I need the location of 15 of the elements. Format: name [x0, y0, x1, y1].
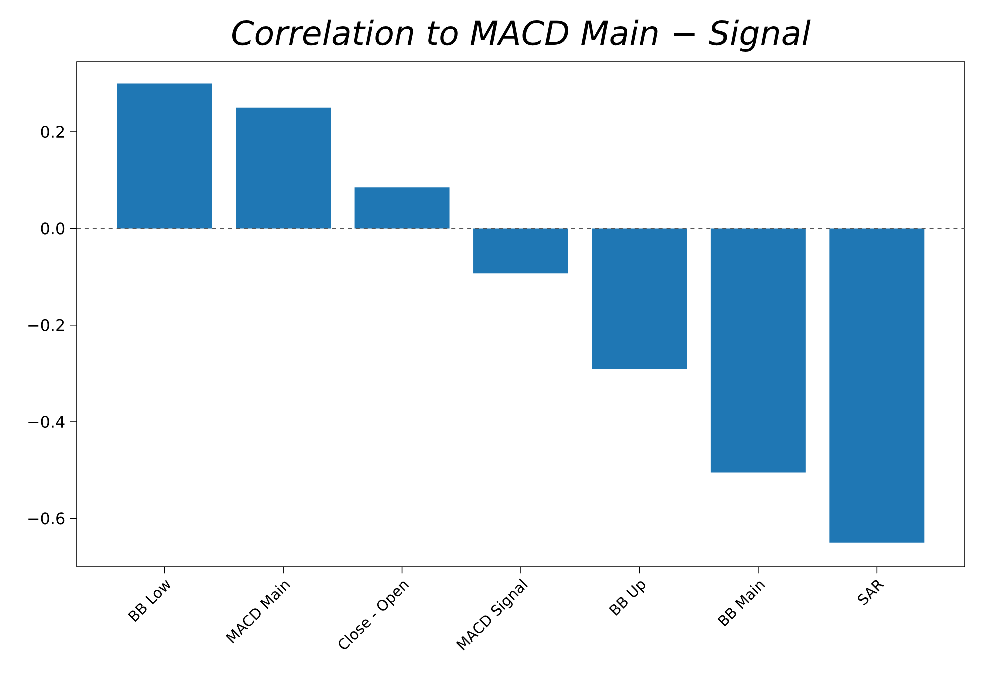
y-tick-label: −0.6	[28, 512, 65, 525]
y-tick-label: −0.4	[28, 416, 65, 428]
chart-title: Correlation to MACD Main − Signal	[232, 20, 811, 52]
bar	[830, 228, 925, 543]
bar	[236, 108, 332, 229]
bar	[354, 188, 450, 229]
bar	[710, 228, 806, 473]
bar	[592, 228, 688, 370]
x-tick-label: BB Low	[128, 580, 170, 622]
x-tick-label: BB Up	[609, 582, 646, 616]
bar	[117, 84, 212, 229]
y-tick-label: 0.0	[41, 222, 65, 235]
bar	[474, 228, 568, 274]
y-tick-label: −0.2	[28, 319, 64, 332]
y-tick-label: 0.2	[41, 126, 64, 138]
